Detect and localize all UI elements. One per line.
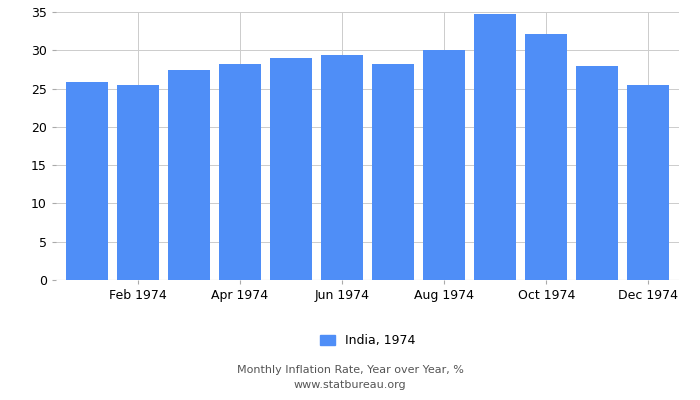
Text: Monthly Inflation Rate, Year over Year, %: Monthly Inflation Rate, Year over Year, … [237,365,463,375]
Bar [424,50,465,280]
Bar [321,55,363,280]
Legend: India, 1974: India, 1974 [320,334,415,348]
Bar [66,82,108,280]
Bar [117,85,159,280]
Bar [627,85,669,280]
Bar [219,64,261,280]
Bar [576,66,618,280]
Text: www.statbureau.org: www.statbureau.org [294,380,406,390]
Bar [525,34,567,280]
Bar [474,14,516,280]
Bar [270,58,312,280]
Bar [372,64,414,280]
Bar [168,70,210,280]
